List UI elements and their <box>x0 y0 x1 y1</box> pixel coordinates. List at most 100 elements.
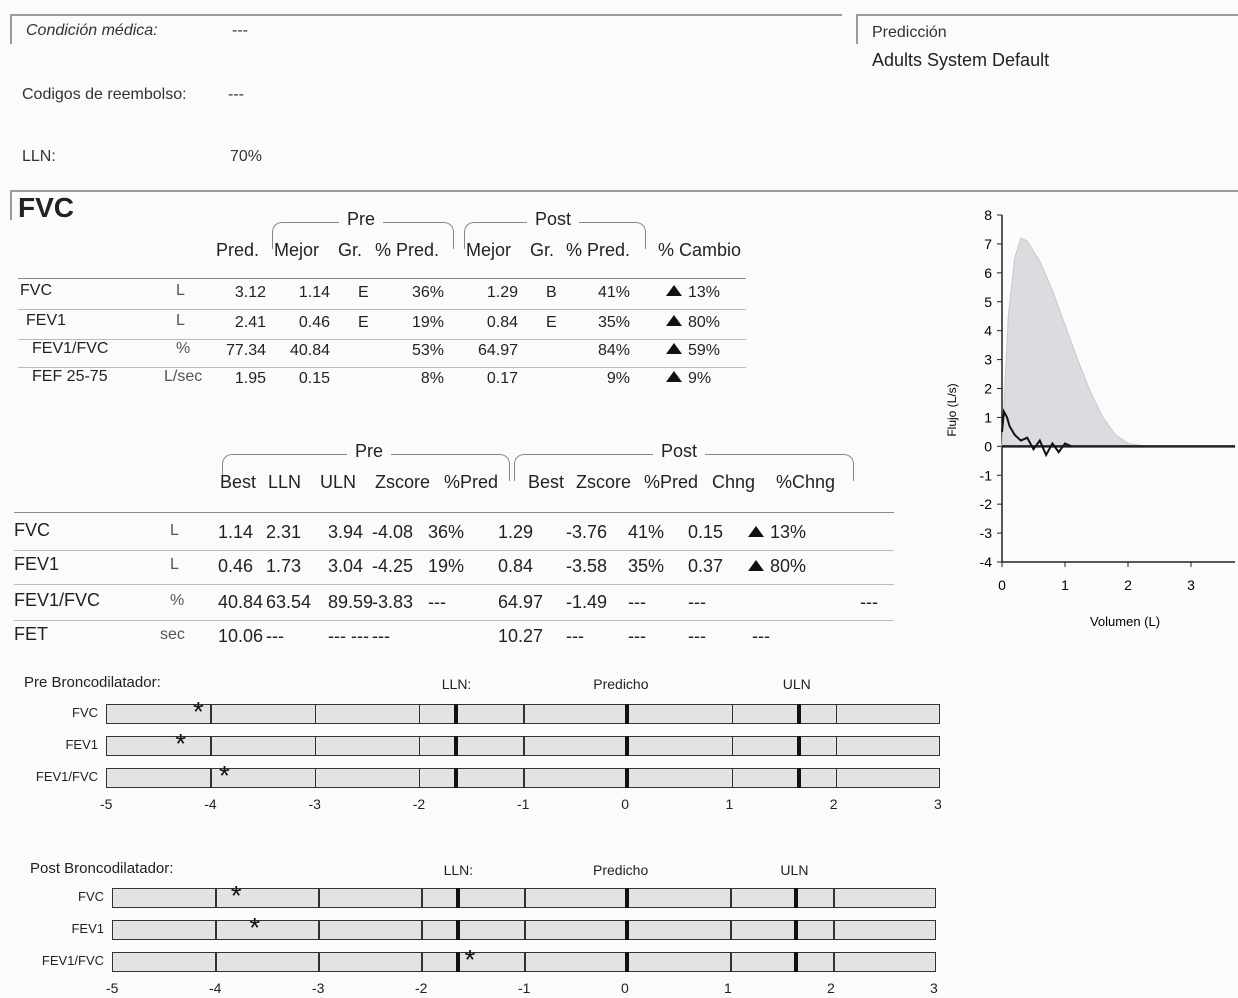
cell-cambio: 9% <box>666 370 711 388</box>
zscore-gridline <box>421 888 423 908</box>
y-tick-label: 6 <box>984 265 992 281</box>
table2-header-divider <box>14 512 894 513</box>
cell-z: -4.08 <box>372 522 414 542</box>
info-frame-top <box>10 14 842 16</box>
zscore-gridline <box>418 704 421 724</box>
cell-gr: E <box>358 284 369 301</box>
zscore-gridline <box>215 952 217 972</box>
table1-row: FEF 25-75 L/sec 1.95 0.15 8% 0.17 9% 9% <box>0 368 760 394</box>
cell-post_pct: 9% <box>606 370 630 387</box>
flow-volume-chart: Flujo (L/s) Volumen (L) 8 7 6 5 4 3 2 1 0 -1 -2 -3 -… <box>945 207 1236 629</box>
cell-pred: --- <box>428 592 446 612</box>
y-tick-label: -4 <box>980 554 993 570</box>
zscore-gridline <box>523 768 525 788</box>
zscore-axis-tick: -1 <box>517 796 530 812</box>
info-frame-left <box>10 14 12 44</box>
table2-header: %Pred <box>444 472 499 492</box>
table2-header: Chng <box>712 472 756 492</box>
cell-best: 10.06 <box>218 626 264 646</box>
fvc-frame-left <box>10 190 12 220</box>
group-pre-bracket: Pre <box>222 441 510 481</box>
row-unit: L <box>176 312 185 329</box>
zscore-axis-tick: 1 <box>724 980 732 996</box>
cell-ppred: --- <box>628 626 646 646</box>
cell-pz: -3.58 <box>566 556 608 576</box>
table1-row-divider <box>18 309 746 310</box>
zscore-gridline <box>418 768 421 788</box>
zscore-gridline <box>215 920 217 940</box>
lln-marker-label: LLN: <box>443 862 474 878</box>
table1-header: % Pred. <box>566 240 631 260</box>
zscore-star-marker: * <box>175 728 187 759</box>
zscore-axis-tick: 3 <box>930 980 938 996</box>
zscore-reference-line <box>455 888 460 908</box>
table2-header: LLN <box>268 472 302 492</box>
y-tick-label: -1 <box>980 467 993 483</box>
row-name: FVC <box>14 520 50 540</box>
table2-header: Zscore <box>576 472 632 492</box>
group-post-label: Post <box>527 209 580 230</box>
zscore-reference-line <box>796 768 801 788</box>
increase-triangle-icon <box>666 343 682 354</box>
zscore-axis-tick: 0 <box>621 796 630 812</box>
row-unit: L <box>170 522 179 539</box>
row-unit: L/sec <box>164 368 203 385</box>
prediction-frame-left <box>856 14 858 44</box>
zscore-row-label: FEV1 <box>71 921 104 936</box>
zscore-gridline <box>210 768 212 788</box>
cell-chng: --- <box>688 592 706 612</box>
zscore-reference-line <box>796 736 801 756</box>
row-name: FEV1 <box>26 312 67 329</box>
table2-row: FEV1/FVC% 40.84 63.54 89.59 -3.83 --- 64.97 -1.… <box>0 590 900 618</box>
cambio-value: 59% <box>688 342 721 359</box>
zscore-axis-tick: -5 <box>100 796 113 812</box>
predicted-marker-label: Predicho <box>593 862 649 878</box>
zscore-axis-tick: -1 <box>518 980 531 996</box>
prediction-label: Predicción <box>872 24 947 41</box>
zscore-axis-tick: -2 <box>412 796 426 812</box>
group-pre-label: Pre <box>347 441 392 462</box>
zscore-gridline <box>210 736 212 756</box>
cell-pz: -1.49 <box>566 592 608 612</box>
zscore-gridline <box>731 704 733 724</box>
condition-value: --- <box>232 22 248 39</box>
y-tick-label: 8 <box>984 207 992 223</box>
zscore-reference-line <box>794 920 799 940</box>
table2-row: FEV1 L 0.46 1.73 3.04 -4.25 19% 0.84 -3.58 35% 0.3… <box>0 554 900 582</box>
zscore-gridline <box>523 704 525 724</box>
table2-row-divider <box>14 620 894 621</box>
zscore-gridline <box>731 768 733 788</box>
y-tick-label: 7 <box>984 236 992 252</box>
cell-mejor: 0.15 <box>298 370 330 387</box>
table1-header: Mejor <box>274 240 320 260</box>
zscore-row-label: FEV1 <box>65 737 98 752</box>
cell-post_pct: 84% <box>597 342 630 359</box>
row-name: FET <box>14 624 48 644</box>
increase-triangle-icon <box>748 560 764 571</box>
cell-pred: 19% <box>428 556 465 576</box>
zscore-title: Pre Broncodilatador: <box>24 674 161 691</box>
prediction-frame-top <box>856 14 1238 16</box>
zscore-reference-line <box>625 920 629 940</box>
cell-post_mejor: 0.84 <box>486 314 518 331</box>
cell-pred: 36% <box>428 522 465 542</box>
zscore-reference-line <box>453 704 458 724</box>
predicted-flow-area <box>1001 237 1236 447</box>
increase-triangle-icon <box>666 315 682 326</box>
uln-marker-label: ULN <box>782 676 811 692</box>
row-name: FEV1/FVC <box>14 590 101 610</box>
table2-header: %Pred <box>644 472 699 492</box>
table1-row: FVC L 3.12 1.14 E 36% 1.29 B 41% 13% <box>0 282 760 308</box>
cell-pz: -3.76 <box>566 522 608 542</box>
zscore-gridline <box>418 736 421 756</box>
cell-cambio: 59% <box>666 342 720 360</box>
zscore-star-marker: * <box>230 880 242 911</box>
zscore-gridline <box>421 920 423 940</box>
group-post-bracket: Post <box>464 209 646 249</box>
cell-pbest: 0.84 <box>498 556 534 576</box>
zscore-gridline <box>314 768 316 788</box>
zscore-star-marker: * <box>218 760 230 791</box>
zscore-axis-tick: 2 <box>827 980 835 996</box>
x-tick-label: 1 <box>1061 577 1069 593</box>
zscore-axis-tick: 2 <box>829 796 838 812</box>
